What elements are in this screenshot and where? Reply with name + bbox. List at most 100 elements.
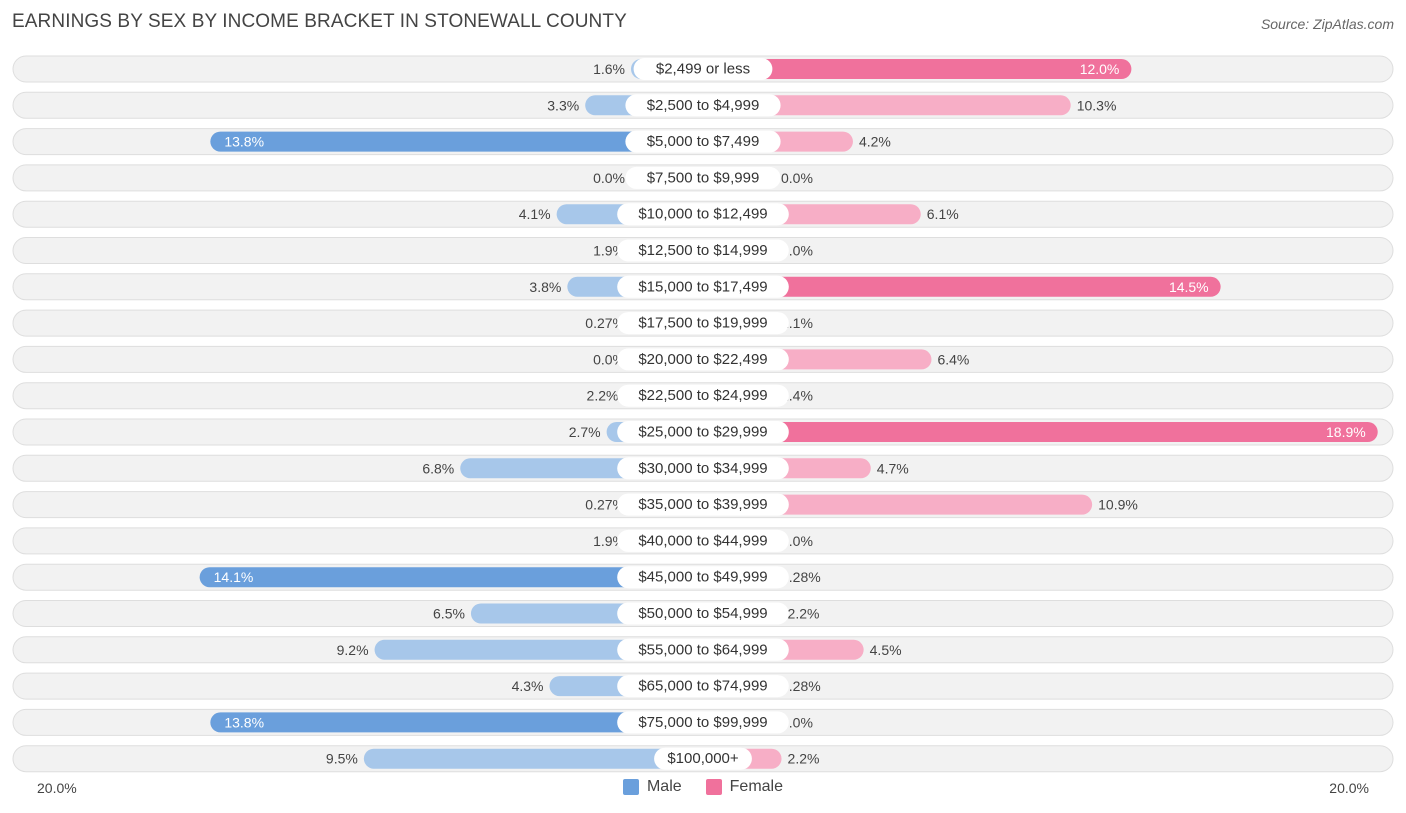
source-credit: Source: ZipAtlas.com bbox=[1260, 16, 1394, 32]
category-label: $100,000+ bbox=[667, 750, 739, 767]
female-value-label: 1.1% bbox=[781, 315, 813, 331]
male-bar bbox=[199, 567, 703, 588]
category-pill bbox=[617, 312, 789, 335]
axis-right-label: 20.0% bbox=[1329, 780, 1369, 796]
legend-female[interactable]: Female bbox=[705, 778, 784, 796]
category-label: $10,000 to $12,499 bbox=[638, 206, 767, 223]
female-value-label: 4.2% bbox=[859, 134, 891, 150]
legend-male-label: Male bbox=[646, 778, 682, 795]
chart-title: EARNINGS BY SEX BY INCOME BRACKET IN STO… bbox=[12, 11, 627, 32]
category-pill bbox=[617, 675, 789, 698]
female-value-label: 2.2% bbox=[788, 606, 820, 622]
chart-row: 3.8% 14.5% $15,000 to $17,499 bbox=[12, 273, 1394, 301]
male-value-label: 6.8% bbox=[422, 460, 454, 476]
female-value-label: 4.7% bbox=[877, 460, 909, 476]
male-value-label: 0.0% bbox=[593, 170, 625, 186]
category-pill bbox=[617, 493, 789, 516]
legend-male[interactable]: Male bbox=[622, 778, 682, 796]
category-pill bbox=[617, 421, 789, 443]
female-bar bbox=[703, 422, 1378, 442]
chart-row: 1.6% 12.0% $2,499 or less bbox=[12, 55, 1394, 83]
chart-row: 9.2% 4.5% $55,000 to $64,999 bbox=[12, 636, 1394, 664]
legend-male-swatch bbox=[622, 779, 639, 795]
category-pill bbox=[654, 747, 752, 770]
category-label: $2,499 or less bbox=[656, 61, 750, 78]
category-label: $25,000 to $29,999 bbox=[638, 424, 767, 441]
chart-row: 0.0% 6.4% $20,000 to $22,499 bbox=[12, 345, 1394, 373]
male-value-label: 3.3% bbox=[547, 97, 579, 113]
category-label: $5,000 to $7,499 bbox=[647, 133, 760, 150]
male-value-label: 2.2% bbox=[587, 388, 619, 404]
category-pill bbox=[617, 711, 789, 734]
female-bar bbox=[703, 494, 1093, 515]
chart-row: 6.8% 4.7% $30,000 to $34,999 bbox=[12, 454, 1394, 482]
male-value-label: 4.1% bbox=[519, 206, 551, 222]
female-bar bbox=[703, 59, 1132, 79]
category-pill bbox=[617, 457, 789, 480]
female-value-label: 0.0% bbox=[781, 714, 813, 730]
male-value-label: 0.0% bbox=[593, 351, 625, 367]
category-pill bbox=[617, 602, 789, 625]
category-pill bbox=[617, 384, 789, 407]
legend-female-swatch bbox=[705, 779, 722, 795]
chart-row: 0.27% 1.1% $17,500 to $19,999 bbox=[12, 309, 1394, 337]
female-value-label: 18.9% bbox=[1326, 424, 1366, 440]
chart-row: 13.8% 4.2% $5,000 to $7,499 bbox=[12, 128, 1394, 156]
category-pill bbox=[617, 566, 789, 589]
female-value-label: 14.5% bbox=[1169, 279, 1209, 295]
category-pill bbox=[617, 529, 789, 552]
chart-row: 4.3% 0.28% $65,000 to $74,999 bbox=[12, 672, 1394, 700]
male-value-label: 2.7% bbox=[569, 424, 601, 440]
female-bar bbox=[703, 95, 1071, 116]
male-value-label: 6.5% bbox=[433, 606, 465, 622]
female-value-label: 6.4% bbox=[937, 351, 969, 367]
male-value-label: 9.2% bbox=[337, 642, 369, 658]
male-bar bbox=[363, 748, 703, 769]
chart-row: 1.9% 0.0% $40,000 to $44,999 bbox=[12, 527, 1394, 555]
category-label: $22,500 to $24,999 bbox=[638, 387, 767, 404]
chart-row: 13.8% 0.0% $75,000 to $99,999 bbox=[12, 708, 1394, 736]
category-pill bbox=[617, 203, 789, 226]
category-label: $15,000 to $17,499 bbox=[638, 278, 767, 295]
category-pill bbox=[625, 166, 781, 189]
category-label: $30,000 to $34,999 bbox=[638, 460, 767, 477]
chart-row: 2.2% 1.4% $22,500 to $24,999 bbox=[12, 382, 1394, 410]
axis-left-label: 20.0% bbox=[37, 780, 77, 796]
category-label: $75,000 to $99,999 bbox=[638, 714, 767, 731]
female-value-label: 0.0% bbox=[781, 533, 813, 549]
female-value-label: 1.4% bbox=[781, 388, 813, 404]
male-value-label: 3.8% bbox=[529, 279, 561, 295]
category-pill bbox=[625, 94, 781, 117]
male-bar bbox=[210, 712, 703, 733]
male-value-label: 0.27% bbox=[585, 497, 625, 513]
male-value-label: 1.6% bbox=[593, 61, 625, 77]
category-pill bbox=[617, 275, 789, 298]
category-pill bbox=[633, 58, 773, 80]
female-value-label: 12.0% bbox=[1080, 61, 1120, 77]
legend-female-label: Female bbox=[729, 778, 784, 795]
male-value-label: 0.27% bbox=[585, 315, 625, 331]
male-value-label: 1.9% bbox=[593, 243, 625, 259]
chart-row: 14.1% 0.28% $45,000 to $49,999 bbox=[12, 563, 1394, 591]
male-value-label: 13.8% bbox=[224, 134, 264, 150]
female-value-label: 0.0% bbox=[781, 170, 813, 186]
category-label: $2,500 to $4,999 bbox=[647, 97, 760, 114]
female-value-label: 4.5% bbox=[870, 642, 902, 658]
male-value-label: 9.5% bbox=[326, 751, 358, 767]
category-pill bbox=[617, 239, 789, 262]
male-value-label: 13.8% bbox=[224, 714, 264, 730]
category-label: $40,000 to $44,999 bbox=[638, 532, 767, 549]
category-pill bbox=[617, 348, 789, 371]
female-value-label: 6.1% bbox=[927, 206, 959, 222]
category-label: $65,000 to $74,999 bbox=[638, 678, 767, 695]
female-value-label: 2.2% bbox=[788, 751, 820, 767]
category-label: $7,500 to $9,999 bbox=[647, 169, 760, 186]
chart-row: 4.1% 6.1% $10,000 to $12,499 bbox=[12, 200, 1394, 228]
chart-row: 6.5% 2.2% $50,000 to $54,999 bbox=[12, 600, 1394, 627]
category-label: $45,000 to $49,999 bbox=[638, 569, 767, 586]
category-label: $35,000 to $39,999 bbox=[638, 496, 767, 513]
male-value-label: 4.3% bbox=[512, 678, 544, 694]
male-value-label: 1.9% bbox=[593, 533, 625, 549]
category-pill bbox=[617, 638, 789, 661]
